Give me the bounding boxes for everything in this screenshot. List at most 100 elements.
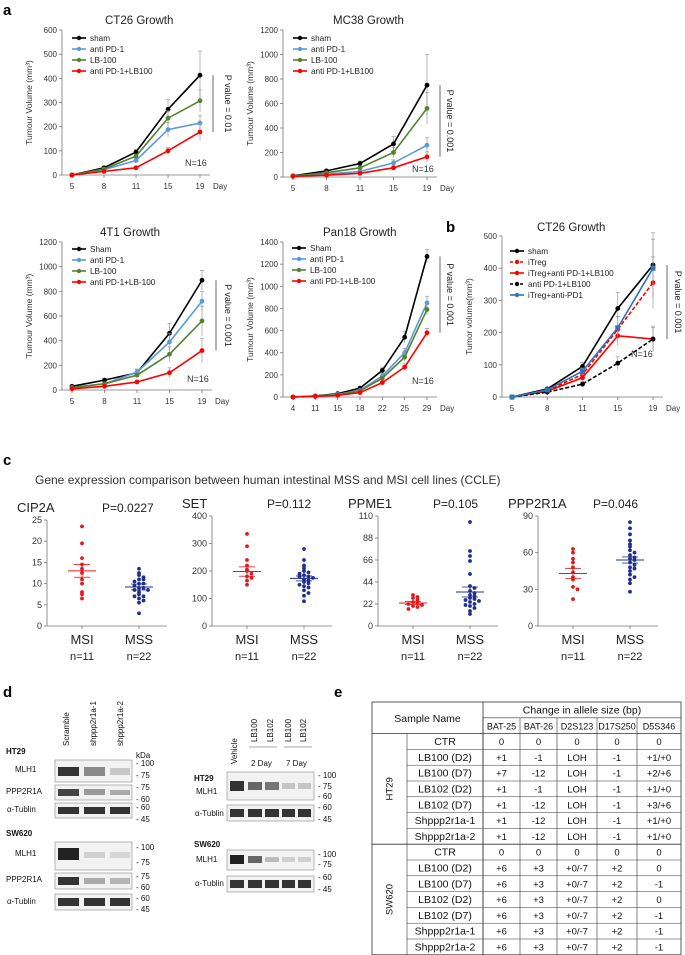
mlh1-label: MLH1 (15, 765, 37, 774)
x-tick-label: 29 (423, 404, 432, 413)
y-tick-label: 500 (484, 232, 498, 241)
band (58, 898, 79, 906)
group-label: MSI (70, 632, 93, 647)
data-point (402, 354, 408, 360)
group-label-ht29: HT29 (385, 777, 396, 800)
y-tick-label: 200 (44, 123, 58, 132)
data-point (391, 160, 396, 166)
mc38-growth-chart: MC38 Growth 0 200 400 600 800 1000 1200 5 8 11 15 19… (245, 15, 455, 193)
data-point (197, 129, 203, 135)
y-tick-label: 400 (265, 124, 279, 133)
y-tick-label: 400 (484, 264, 498, 273)
table-cell: LOH (567, 769, 587, 780)
y-tick-label: 800 (265, 304, 279, 313)
band (84, 789, 105, 795)
data-point (424, 106, 430, 111)
lane-label-lb100-d7: LB100 (284, 718, 293, 742)
data-point (571, 560, 575, 565)
data-point (141, 577, 146, 582)
data-point (134, 379, 140, 385)
table-cell: +6 (496, 927, 507, 938)
tublin-label: α-Tublin (7, 897, 36, 906)
table-cell: 0 (656, 737, 661, 748)
y-tick-label: 25 (32, 515, 42, 525)
table-cell: 0 (499, 737, 504, 748)
y-tick-label: 60 (523, 548, 533, 558)
x-tick-label: 8 (102, 397, 107, 406)
data-point (199, 348, 205, 353)
table-cell: +2 (612, 943, 623, 954)
legend-label: anti PD-1+LB-100 (90, 278, 156, 287)
data-point (402, 334, 408, 340)
marker-header: D17S250 (598, 721, 636, 731)
x-tick-label: 19 (196, 182, 205, 191)
ht29-label-left: HT29 (6, 747, 26, 756)
table-cell: +0/-7 (566, 895, 588, 906)
data-point (379, 368, 385, 373)
legend-label: sham (528, 247, 548, 256)
band (230, 855, 244, 864)
mw-100: - 100 (318, 850, 337, 859)
table-cell: +3 (533, 864, 544, 875)
table-cell: -1 (613, 816, 621, 827)
lane-label-vehicle: Vehicle (230, 738, 239, 764)
data-point (411, 593, 415, 597)
x-tick-label: 8 (545, 404, 550, 413)
table-cell: +2 (612, 864, 623, 875)
data-point (199, 318, 205, 324)
data-point (141, 581, 146, 586)
band (110, 807, 130, 814)
data-point (357, 161, 363, 166)
mw-60: - 60 (318, 873, 332, 882)
table-cell: -1 (534, 753, 542, 764)
legend-label: anti PD-1 (90, 45, 125, 54)
table-cell: -12 (532, 816, 546, 827)
data-point (101, 168, 107, 174)
y-tick-label: 30 (523, 584, 533, 594)
mw-60: - 60 (318, 803, 332, 812)
mw-75: - 75 (136, 858, 150, 867)
y-tick-label: 600 (44, 312, 58, 321)
y-axis-label: Tumor volume(mm³) (464, 278, 474, 355)
mw-75: - 75 (136, 783, 150, 792)
data-point (650, 265, 656, 271)
data-point (199, 298, 205, 304)
data-point (290, 394, 296, 400)
y-tick-label: 600 (265, 100, 279, 109)
data-point (137, 577, 141, 582)
x-tick-label: 15 (389, 184, 398, 193)
chart-title: Pan18 Growth (323, 227, 397, 239)
group-n: n=11 (235, 651, 259, 663)
y-tick-label: 300 (192, 539, 207, 549)
data-point (402, 364, 408, 370)
gene-name: PPP2R1A (508, 496, 567, 511)
y-tick-label: 500 (44, 50, 58, 59)
data-point (245, 582, 249, 587)
sample-name-cell: LB102 (D2) (418, 894, 472, 906)
data-point (628, 565, 632, 570)
pvalue-label: P value = 0.001 (445, 90, 455, 153)
mw-45: - 45 (318, 885, 332, 894)
data-point (468, 559, 472, 563)
data-point (80, 577, 84, 582)
table-cell: +1/+0 (647, 753, 671, 764)
table-cell: +0/-7 (566, 864, 588, 875)
table-cell: -1 (655, 943, 663, 954)
chart-title: CT26 Growth (537, 222, 605, 234)
legend-marker (296, 245, 302, 251)
data-point (302, 588, 306, 593)
y-tick-label: 300 (484, 296, 498, 305)
y-tick-label: 0 (202, 621, 207, 631)
panel-label-d: d (3, 684, 12, 701)
x-tick-label: 19 (423, 184, 432, 193)
y-tick-label: 400 (44, 337, 58, 346)
data-point (391, 150, 396, 155)
data-point (468, 609, 472, 613)
data-point (306, 570, 311, 575)
pvalue-label: P value = 0.01 (223, 75, 233, 133)
mw-60: - 60 (136, 894, 150, 903)
legend-label: anti PD-1 (311, 45, 346, 54)
band (84, 767, 105, 776)
legend-marker (76, 46, 82, 52)
data-point (324, 172, 329, 178)
